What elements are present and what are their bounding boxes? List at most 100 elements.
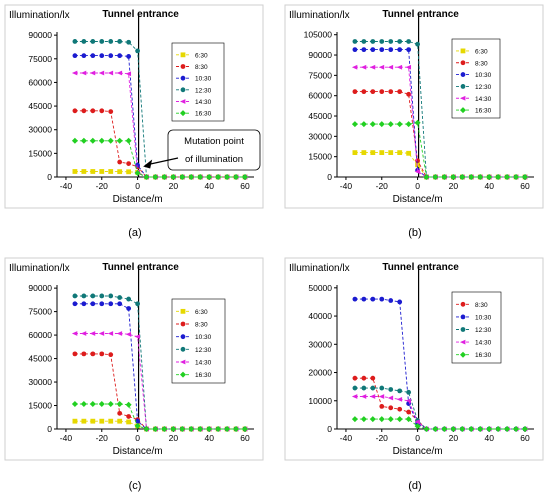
x-tick-label: 20: [449, 433, 459, 443]
data-point: [126, 54, 132, 59]
x-tick-label: 40: [484, 433, 494, 443]
y-tick-label: 75000: [28, 307, 52, 317]
data-point: [188, 426, 195, 432]
data-point: [179, 174, 186, 180]
data-point: [468, 426, 475, 432]
data-point: [406, 389, 412, 395]
data-point: [72, 108, 78, 114]
legend-entry-label: 6:30: [475, 48, 488, 55]
data-point: [495, 426, 502, 432]
series-16-30: [351, 416, 529, 432]
data-point: [352, 47, 358, 53]
data-point: [81, 418, 87, 424]
data-point: [379, 404, 385, 409]
data-point: [388, 298, 394, 303]
data-point: [99, 418, 105, 424]
x-tick-label: -40: [340, 181, 353, 191]
legend-entry-label: 12:30: [195, 87, 212, 94]
data-point: [134, 422, 141, 429]
data-point: [406, 47, 412, 53]
legend-marker: [180, 321, 186, 327]
data-point: [397, 150, 403, 156]
data-point: [361, 89, 367, 95]
annotation: Mutation point of illumination: [143, 129, 261, 171]
data-point: [117, 53, 123, 59]
y-tick-label: 105000: [304, 30, 333, 40]
data-point: [406, 150, 412, 156]
chart-title: Tunnel entrance: [102, 9, 179, 20]
data-point: [117, 418, 123, 424]
data-point: [242, 426, 249, 432]
y-tick-label: 45000: [308, 111, 332, 121]
data-point: [135, 162, 140, 168]
data-point: [406, 39, 412, 44]
legend: 6:30 8:30 10:30 12:30 14:30 16:30: [171, 298, 226, 384]
data-point: [81, 169, 87, 174]
data-point: [90, 351, 96, 357]
data-point: [108, 39, 114, 44]
data-point: [108, 418, 114, 424]
data-point: [486, 426, 493, 432]
data-point: [369, 416, 376, 423]
data-point: [81, 53, 87, 59]
data-point: [387, 416, 394, 423]
data-point: [405, 416, 412, 423]
data-point: [370, 385, 376, 391]
y-tick-label: 50000: [308, 283, 332, 293]
series-16-30: [71, 137, 249, 180]
data-point: [197, 426, 204, 432]
data-point: [423, 174, 430, 180]
data-point: [242, 174, 249, 180]
legend-entry-label: 10:30: [475, 314, 492, 321]
x-tick-label: 60: [520, 181, 530, 191]
data-point: [397, 406, 403, 412]
data-point: [432, 426, 439, 432]
data-point: [352, 89, 358, 95]
y-axis-label: Illumination/lx: [289, 10, 350, 21]
data-point: [414, 423, 421, 430]
legend-marker: [180, 75, 186, 81]
data-point: [352, 150, 358, 156]
legend-marker: [180, 52, 186, 58]
data-point: [379, 385, 385, 391]
x-tick-label: 0: [135, 181, 140, 191]
data-point: [197, 174, 204, 180]
legend-entry-label: 14:30: [195, 360, 212, 367]
data-point: [414, 169, 420, 174]
legend-box: [451, 38, 501, 119]
data-point: [108, 169, 114, 174]
data-point: [215, 426, 222, 432]
data-point: [215, 174, 222, 180]
data-point: [126, 419, 132, 425]
y-tick-label: 30000: [28, 377, 52, 387]
data-point: [125, 137, 132, 144]
data-point: [378, 394, 385, 399]
data-point: [107, 400, 114, 407]
data-point: [71, 400, 78, 407]
x-tick-label: 60: [520, 433, 530, 443]
chart-title: Tunnel entrance: [102, 262, 179, 273]
annotation-text-line1: Mutation point: [184, 136, 244, 147]
data-point: [90, 108, 96, 114]
data-point: [369, 64, 376, 70]
data-point: [352, 39, 358, 44]
data-point: [352, 296, 358, 302]
chart-panel-0: 0 15000 30000 45000 60000 75000 90000 -40 -20 0 20…: [4, 4, 264, 239]
data-point: [360, 416, 367, 423]
data-point: [90, 418, 96, 424]
data-point: [72, 53, 78, 59]
x-axis-label: Distance/m: [113, 194, 163, 205]
data-point: [98, 137, 105, 144]
data-point: [495, 174, 502, 180]
panel-caption: (d): [408, 480, 421, 492]
legend-marker: [460, 327, 466, 332]
y-tick-label: 90000: [28, 283, 52, 293]
legend-entry-label: 12:30: [195, 347, 212, 354]
legend-marker: [180, 308, 186, 314]
y-tick-label: 15000: [308, 152, 332, 162]
data-point: [117, 301, 123, 307]
data-point: [351, 416, 358, 423]
series-16-30: [71, 400, 249, 432]
x-tick-label: -20: [96, 181, 109, 191]
